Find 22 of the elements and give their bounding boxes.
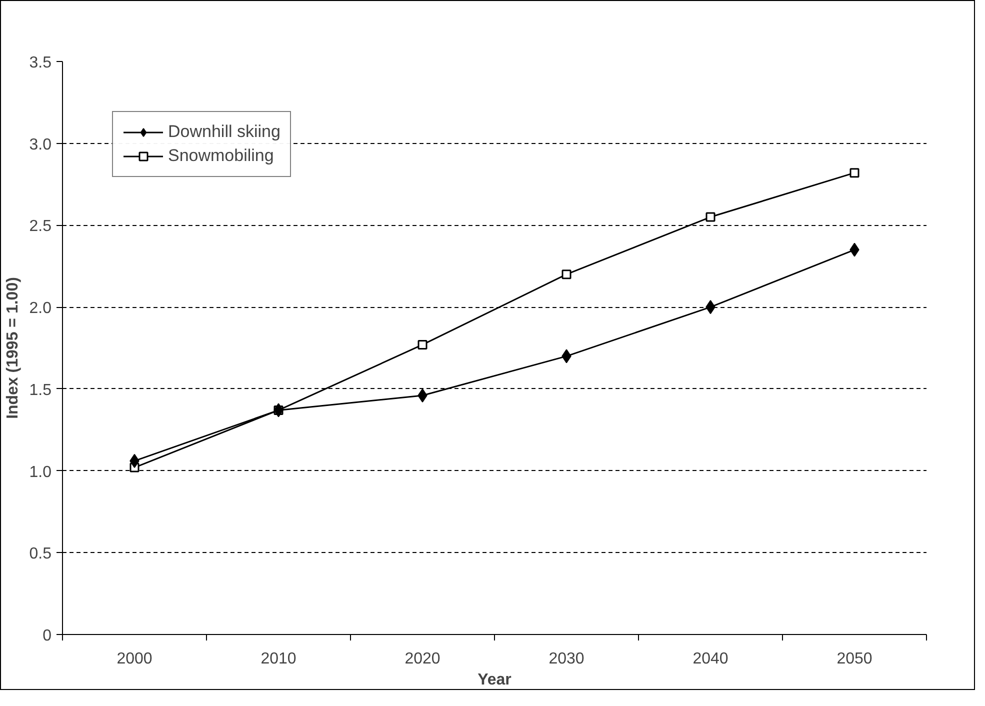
y-axis-title: Index (1995 = 1.00) [4,277,22,419]
x-tick-label: 2020 [404,650,440,668]
point [418,340,428,350]
x-tick-label: 2050 [836,650,872,668]
point [562,270,572,280]
legend-label: Snowmobiling [168,146,274,166]
y-tick-label: 1.0 [29,464,52,481]
x-tick-label: 2030 [548,650,584,668]
legend-label: Downhill skiing [168,122,280,142]
y-tick-label: 3.5 [29,54,52,72]
x-axis-title: Year [478,672,512,688]
y-tick-label: 1.5 [29,382,52,399]
y-tick-label: 2.5 [29,218,52,236]
y-tick-label: 0.5 [29,546,52,563]
point [706,212,716,222]
x-tick-label: 2000 [116,650,152,668]
y-tick-label: 3.0 [29,136,52,154]
y-tick-label: 0 [42,628,52,644]
x-tick-label: 2010 [260,650,296,668]
x-tick-label: 2040 [692,650,728,668]
point [850,168,860,178]
y-tick-label: 2.0 [29,300,52,318]
